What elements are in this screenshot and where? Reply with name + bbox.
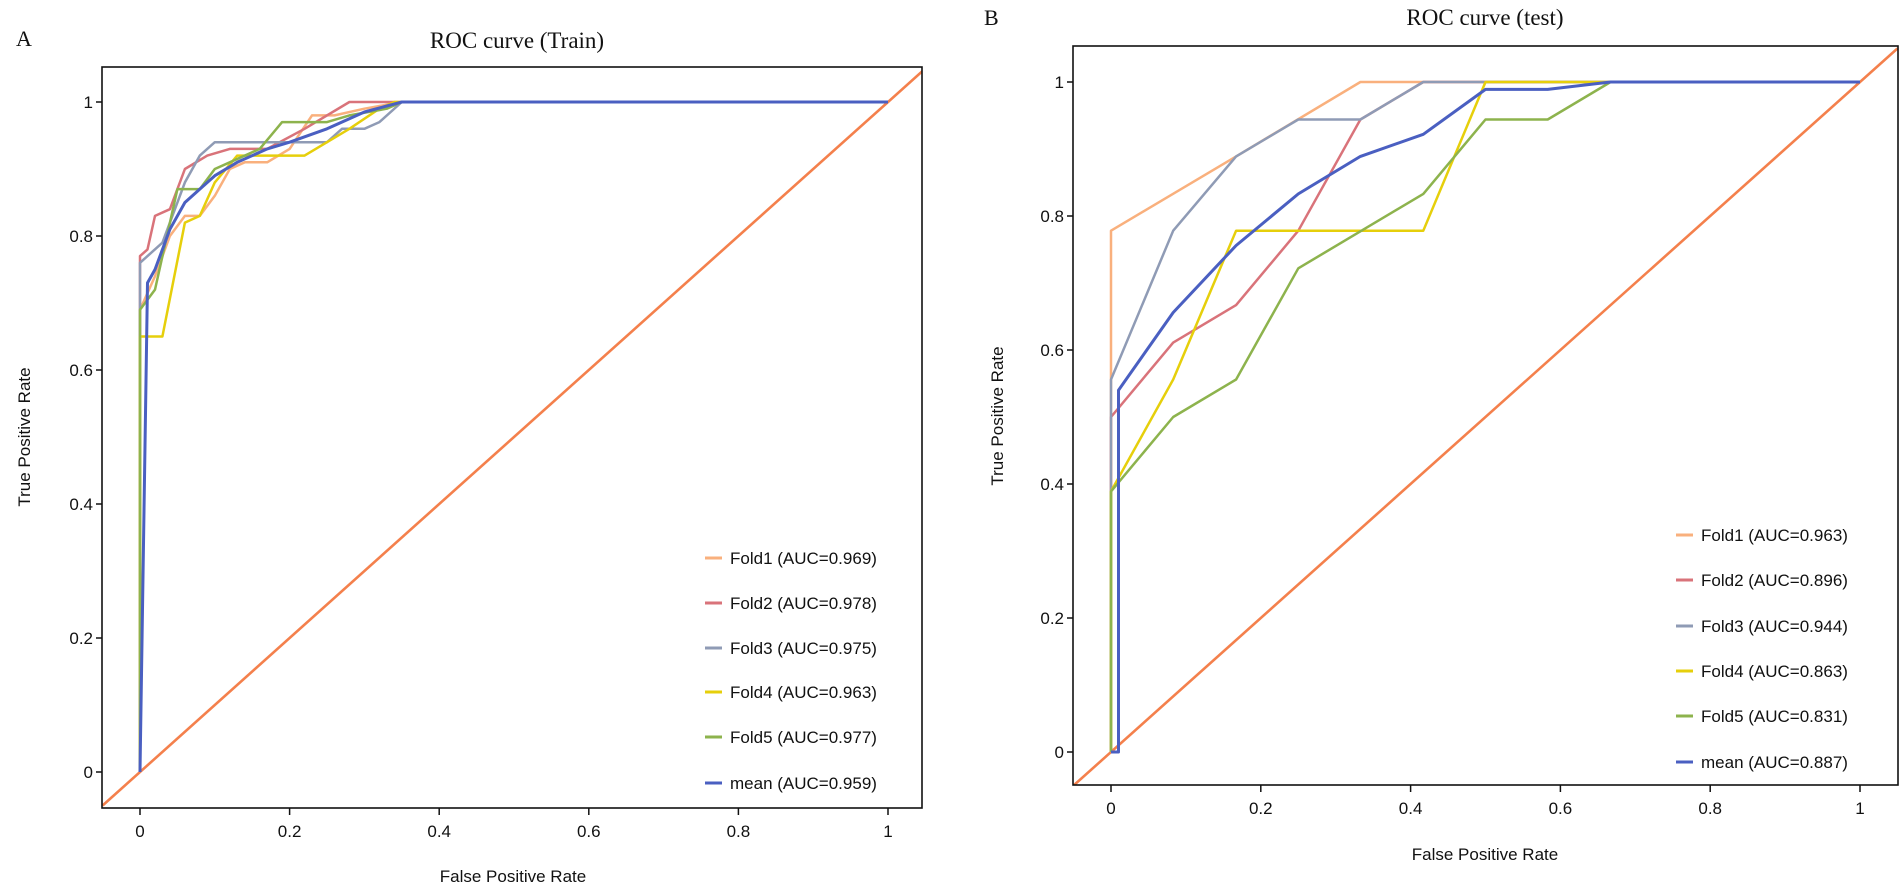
x-axis-label: False Positive Rate	[1412, 845, 1558, 864]
panel-label: A	[16, 26, 32, 51]
legend-entry: mean (AUC=0.959)	[730, 774, 877, 793]
y-tick-label: 0.8	[69, 227, 93, 246]
x-tick-label: 0.2	[278, 822, 302, 841]
plot-area	[1073, 47, 1898, 785]
series-line-mean	[1111, 80, 1860, 754]
x-tick-label: 0.8	[1698, 799, 1722, 818]
legend-entry: Fold4 (AUC=0.863)	[1701, 662, 1848, 681]
legend-entry: mean (AUC=0.887)	[1701, 753, 1848, 772]
x-tick-label: 0.6	[1549, 799, 1573, 818]
legend-entry: Fold1 (AUC=0.969)	[730, 549, 877, 568]
legend-entry: Fold3 (AUC=0.944)	[1701, 617, 1848, 636]
legend-entry: Fold5 (AUC=0.831)	[1701, 707, 1848, 726]
series-line-mean	[138, 100, 888, 773]
series-line-fold5	[138, 100, 888, 772]
y-tick-label: 0.2	[1040, 609, 1064, 628]
y-tick-label: 1	[84, 93, 93, 112]
series-line-fold2	[138, 100, 888, 772]
series-line-fold3	[138, 100, 888, 772]
x-tick-label: 1	[883, 822, 892, 841]
x-tick-label: 0.4	[427, 822, 451, 841]
y-tick-label: 0.6	[69, 361, 93, 380]
y-tick-label: 0	[1055, 743, 1064, 762]
y-tick-label: 0.4	[69, 495, 93, 514]
plot-frame	[1072, 45, 1899, 786]
x-tick-label: 0.2	[1249, 799, 1273, 818]
x-tick-label: 0.6	[577, 822, 601, 841]
plot-frame	[101, 66, 923, 809]
y-tick-label: 1	[1055, 73, 1064, 92]
legend-entry: Fold2 (AUC=0.978)	[730, 594, 877, 613]
legend-entry: Fold4 (AUC=0.963)	[730, 683, 877, 702]
legend-entry: Fold3 (AUC=0.975)	[730, 639, 877, 658]
x-tick-label: 0	[1106, 799, 1115, 818]
chart-title: ROC curve (Train)	[430, 28, 604, 53]
legend-entry: Fold1 (AUC=0.963)	[1701, 526, 1848, 545]
chart-title: ROC curve (test)	[1406, 5, 1563, 30]
series-line-fold5	[1109, 80, 1860, 752]
y-tick-label: 0.8	[1040, 207, 1064, 226]
y-axis-label: True Positive Rate	[15, 367, 34, 506]
chance-diagonal-line	[1073, 47, 1898, 785]
y-tick-label: 0.6	[1040, 341, 1064, 360]
series-line-fold3	[1109, 80, 1860, 752]
legend-entry: Fold2 (AUC=0.896)	[1701, 571, 1848, 590]
legend-entry: Fold5 (AUC=0.977)	[730, 728, 877, 747]
chart-panel-a: A ROC curve (Train) Fold1 (AUC=0.969) Fold2…	[15, 26, 923, 886]
x-tick-label: 1	[1855, 799, 1864, 818]
x-tick-label: 0.4	[1399, 799, 1423, 818]
panel-label: B	[984, 5, 999, 30]
x-tick-label: 0	[135, 822, 144, 841]
x-axis-label: False Positive Rate	[440, 867, 586, 886]
y-tick-label: 0.2	[69, 629, 93, 648]
x-tick-label: 0.8	[727, 822, 751, 841]
y-tick-label: 0.4	[1040, 475, 1064, 494]
chance-diagonal-line	[102, 69, 922, 807]
y-axis-label: True Positive Rate	[988, 346, 1007, 485]
y-tick-label: 0	[84, 763, 93, 782]
plot-area	[102, 69, 922, 807]
chart-panel-b: B ROC curve (test) Fold1 (AUC=0.963) Fold2 …	[984, 5, 1899, 864]
